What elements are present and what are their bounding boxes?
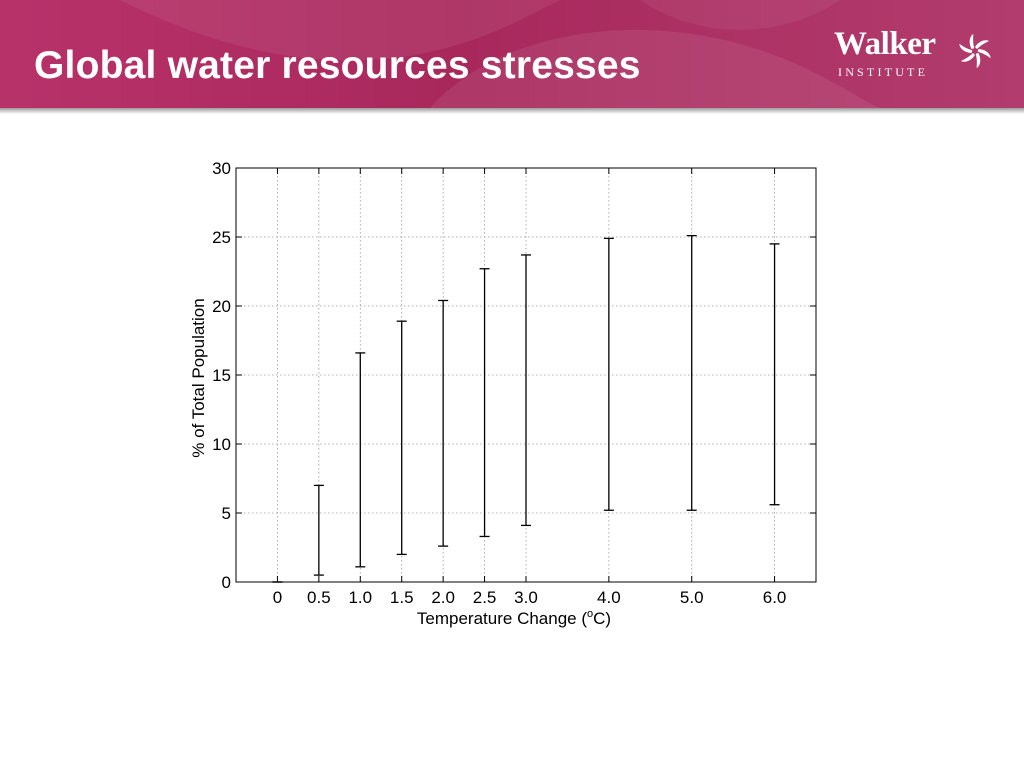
y-axis-label: % of Total Population [189,298,208,457]
error-bar [438,299,449,547]
x-tick-label: 3.0 [514,588,538,607]
error-bar [313,484,324,576]
error-bar [686,234,697,511]
header-swirl-decoration [120,0,880,108]
slide-title: Global water resources stresses [34,44,641,87]
x-tick-label: 1.0 [348,588,372,607]
y-tick-label: 5 [222,504,231,523]
y-tick-label: 25 [212,228,231,247]
x-tick-label: 1.5 [390,588,414,607]
x-tick-label: 4.0 [597,588,621,607]
pinwheel-icon [959,33,991,69]
x-tick-label: 5.0 [680,588,704,607]
error-bar [396,320,407,556]
error-bar [355,352,366,568]
y-tick-label: 10 [212,435,231,454]
error-bar [769,243,780,506]
x-axis-label: Temperature Change (oC) [417,608,611,628]
error-bar [479,268,490,538]
y-tick-label: 30 [212,159,231,178]
x-tick-label: 2.5 [473,588,497,607]
error-bar [603,237,614,511]
x-tick-label: 2.0 [431,588,455,607]
axis-ticks: 0 5 10 15 20 25 30 0 0.5 1.0 1.5 2.0 2.5 3.0 4.0 5.0 6.0 [212,159,816,607]
y-tick-label: 15 [212,366,231,385]
header-banner: Global water resources stresses Walker I… [0,0,1024,108]
header-shadow [0,108,1024,114]
y-tick-label: 0 [222,573,231,592]
logo-wordmark: Walker [834,26,936,62]
logo-subtitle: INSTITUTE [838,65,929,79]
error-bars [272,234,780,583]
y-tick-label: 20 [212,297,231,316]
x-tick-label: 0 [273,588,282,607]
x-tick-label: 6.0 [763,588,787,607]
error-bar [521,254,531,527]
walker-institute-logo: Walker INSTITUTE [830,26,1000,86]
x-tick-label: 0.5 [307,588,331,607]
